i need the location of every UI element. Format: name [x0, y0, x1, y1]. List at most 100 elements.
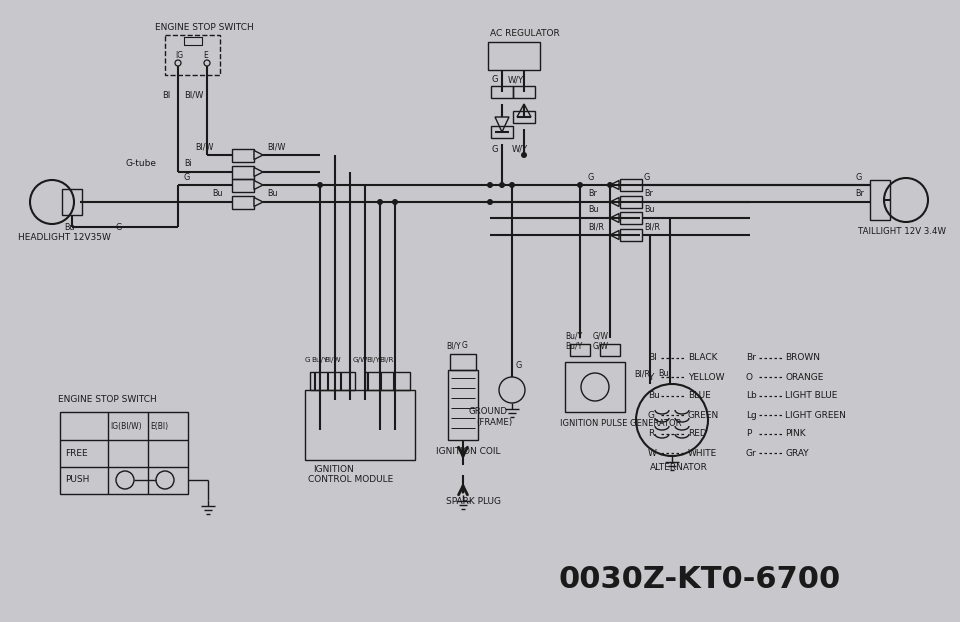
Text: Bl/Y: Bl/Y: [366, 357, 380, 363]
Polygon shape: [610, 213, 619, 223]
Bar: [450, 354, 476, 370]
Circle shape: [487, 182, 493, 188]
Text: Bl/Y: Bl/Y: [446, 341, 461, 351]
Text: PINK: PINK: [785, 430, 805, 439]
Bar: [62, 189, 82, 215]
Bar: [232, 179, 254, 192]
Text: Bu: Bu: [588, 205, 598, 215]
Text: Bu: Bu: [212, 190, 223, 198]
Text: G: G: [462, 341, 468, 351]
Text: P: P: [746, 430, 752, 439]
Text: Br: Br: [746, 353, 756, 363]
Bar: [570, 344, 590, 356]
Polygon shape: [610, 180, 619, 190]
Polygon shape: [517, 104, 531, 117]
Text: G/W: G/W: [593, 332, 609, 340]
Text: LIGHT BLUE: LIGHT BLUE: [785, 391, 837, 401]
Text: Lg: Lg: [746, 411, 756, 419]
Text: Bu: Bu: [267, 190, 277, 198]
Bar: [232, 195, 254, 208]
Circle shape: [521, 152, 527, 158]
Polygon shape: [495, 117, 509, 132]
Text: IGNITION: IGNITION: [313, 465, 353, 475]
Circle shape: [577, 182, 583, 188]
Bar: [488, 42, 540, 70]
Text: W/Y: W/Y: [508, 75, 524, 85]
Text: G: G: [515, 361, 521, 369]
Text: Bu/Y: Bu/Y: [565, 341, 583, 351]
Bar: [491, 86, 513, 98]
Bar: [232, 165, 254, 179]
Circle shape: [487, 199, 493, 205]
Text: G: G: [855, 172, 861, 182]
Text: W/Y: W/Y: [512, 144, 528, 154]
Bar: [870, 180, 890, 220]
Bar: [365, 372, 410, 390]
Bar: [620, 196, 642, 208]
Circle shape: [377, 199, 383, 205]
Bar: [620, 179, 642, 191]
Text: LIGHT GREEN: LIGHT GREEN: [785, 411, 846, 419]
Text: RED: RED: [688, 430, 707, 439]
Text: PUSH: PUSH: [65, 475, 89, 485]
Bar: [565, 362, 625, 412]
Text: Bu: Bu: [658, 369, 668, 379]
Text: IGNITION COIL: IGNITION COIL: [436, 447, 500, 457]
Text: Bl/W: Bl/W: [184, 90, 204, 100]
Text: GROUND: GROUND: [468, 407, 508, 417]
Polygon shape: [610, 231, 619, 239]
Circle shape: [607, 182, 613, 188]
Text: Y: Y: [648, 373, 654, 381]
Text: Gr: Gr: [746, 448, 756, 458]
Bar: [60, 412, 188, 494]
Bar: [620, 229, 642, 241]
Bar: [184, 37, 202, 45]
Text: ORANGE: ORANGE: [785, 373, 824, 381]
Text: G/W: G/W: [352, 357, 368, 363]
Text: FREE: FREE: [65, 450, 87, 458]
Text: Bl/R: Bl/R: [379, 357, 394, 363]
Text: Bu: Bu: [64, 223, 75, 233]
Text: Bi: Bi: [184, 159, 192, 169]
Text: Bl/W: Bl/W: [324, 357, 342, 363]
Text: (FRAME): (FRAME): [476, 417, 512, 427]
Bar: [305, 390, 415, 460]
Text: E: E: [203, 50, 207, 60]
Text: IGNITION PULSE GENERATOR: IGNITION PULSE GENERATOR: [560, 419, 682, 429]
Bar: [513, 86, 535, 98]
Text: R: R: [648, 430, 655, 439]
Text: AC REGULATOR: AC REGULATOR: [490, 29, 560, 39]
Text: ENGINE STOP SWITCH: ENGINE STOP SWITCH: [58, 396, 156, 404]
Bar: [232, 149, 254, 162]
Bar: [310, 372, 355, 390]
Bar: [600, 344, 620, 356]
Text: HEADLIGHT 12V35W: HEADLIGHT 12V35W: [18, 233, 110, 243]
Text: Bu: Bu: [648, 391, 660, 401]
Text: W: W: [648, 448, 657, 458]
Text: E(Bl): E(Bl): [150, 422, 168, 430]
Text: Bl: Bl: [162, 90, 170, 100]
Text: G: G: [588, 172, 594, 182]
Text: G: G: [304, 357, 310, 363]
Text: Br: Br: [644, 190, 653, 198]
Text: Bu: Bu: [644, 205, 655, 215]
Text: Bl/R: Bl/R: [588, 223, 604, 231]
Text: Br: Br: [855, 190, 864, 198]
Polygon shape: [254, 198, 263, 207]
Text: TAILLIGHT 12V 3.4W: TAILLIGHT 12V 3.4W: [858, 228, 946, 236]
Text: G: G: [491, 144, 497, 154]
Text: ALTERNATOR: ALTERNATOR: [650, 463, 708, 473]
Text: ENGINE STOP SWITCH: ENGINE STOP SWITCH: [155, 24, 253, 32]
Text: G/W: G/W: [593, 341, 609, 351]
Text: G-tube: G-tube: [125, 159, 156, 167]
Text: G: G: [115, 223, 121, 233]
Bar: [620, 212, 642, 224]
Text: Br: Br: [588, 190, 597, 198]
Text: O: O: [746, 373, 753, 381]
Polygon shape: [254, 167, 263, 177]
Text: Bl: Bl: [648, 353, 657, 363]
Text: 0030Z-KT0-6700: 0030Z-KT0-6700: [559, 565, 841, 595]
Polygon shape: [610, 198, 619, 207]
Text: CONTROL MODULE: CONTROL MODULE: [308, 475, 394, 485]
Text: BROWN: BROWN: [785, 353, 820, 363]
